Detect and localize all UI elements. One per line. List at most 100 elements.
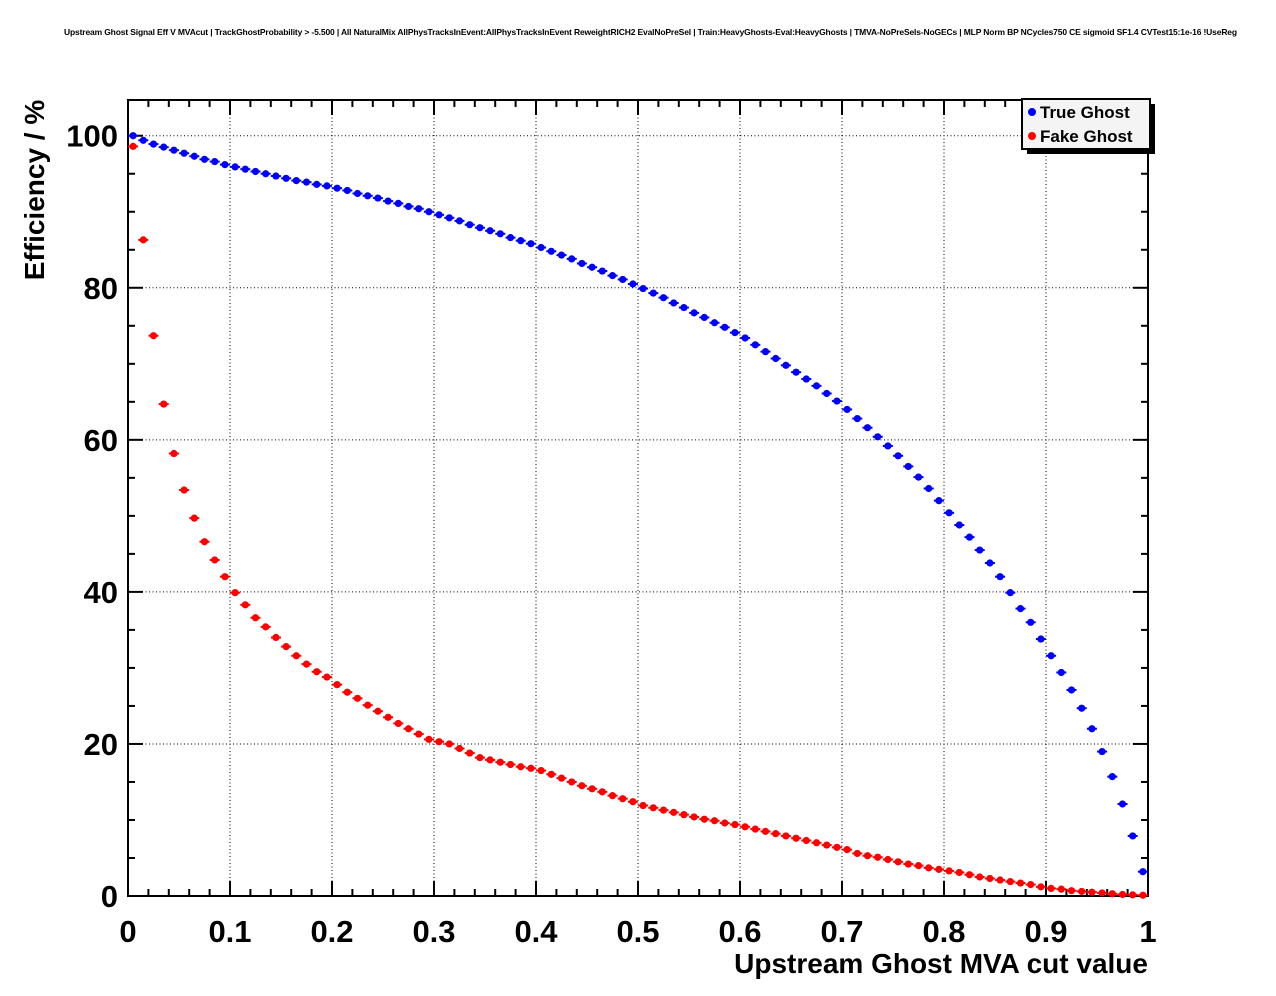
data-point bbox=[1027, 880, 1035, 889]
data-point bbox=[557, 251, 566, 259]
data-point bbox=[690, 309, 698, 317]
data-point bbox=[1047, 884, 1055, 892]
data-point bbox=[170, 146, 178, 154]
data-point bbox=[639, 801, 647, 810]
data-point bbox=[955, 521, 963, 529]
data-point bbox=[455, 744, 464, 753]
data-point bbox=[1067, 686, 1076, 694]
data-point bbox=[588, 263, 596, 271]
data-point bbox=[578, 259, 586, 268]
data-point bbox=[914, 861, 923, 870]
x-axis-title: Upstream Ghost MVA cut value bbox=[734, 948, 1148, 979]
data-point bbox=[1088, 888, 1096, 896]
data-point bbox=[547, 247, 555, 255]
data-point bbox=[211, 556, 219, 564]
data-point bbox=[700, 313, 708, 322]
data-point bbox=[853, 849, 861, 858]
data-point bbox=[812, 382, 821, 390]
x-tick-label: 0.4 bbox=[514, 914, 558, 949]
x-tick-label: 0.6 bbox=[718, 914, 761, 949]
data-point bbox=[506, 760, 515, 769]
data-point bbox=[925, 484, 933, 493]
data-point bbox=[935, 865, 943, 873]
data-point bbox=[823, 389, 831, 398]
data-point bbox=[1088, 725, 1096, 733]
data-point bbox=[608, 792, 617, 800]
data-point bbox=[200, 538, 209, 546]
data-point bbox=[302, 178, 311, 186]
data-point bbox=[894, 858, 902, 866]
x-tick-label: 0.7 bbox=[820, 914, 863, 949]
data-point bbox=[496, 230, 504, 238]
data-point bbox=[710, 817, 719, 825]
y-tick-label: 40 bbox=[84, 575, 118, 610]
data-point bbox=[1139, 868, 1147, 876]
data-point bbox=[782, 361, 790, 369]
data-point bbox=[945, 509, 953, 517]
data-point bbox=[619, 275, 627, 284]
data-point bbox=[547, 770, 555, 778]
data-point bbox=[139, 136, 147, 144]
data-point bbox=[1108, 890, 1116, 898]
data-point bbox=[1118, 890, 1127, 899]
data-point bbox=[823, 841, 831, 849]
data-point bbox=[292, 176, 300, 185]
data-point bbox=[445, 214, 453, 222]
data-point bbox=[731, 820, 739, 829]
data-point bbox=[374, 194, 382, 202]
data-point bbox=[364, 192, 372, 200]
data-point bbox=[884, 442, 892, 450]
data-point bbox=[496, 758, 504, 766]
data-point bbox=[812, 839, 821, 847]
data-point bbox=[180, 149, 188, 157]
data-point bbox=[445, 740, 453, 748]
data-point bbox=[1047, 652, 1055, 660]
y-tick-label: 60 bbox=[84, 423, 118, 458]
data-point bbox=[527, 240, 535, 248]
data-point bbox=[649, 289, 657, 297]
data-point bbox=[506, 234, 515, 242]
data-point bbox=[1037, 883, 1045, 891]
data-point bbox=[1067, 887, 1076, 895]
data-point bbox=[190, 514, 198, 522]
legend-marker bbox=[1028, 132, 1036, 140]
data-point bbox=[282, 174, 290, 182]
data-point bbox=[1006, 877, 1014, 886]
data-point bbox=[486, 227, 494, 235]
x-tick-label: 1 bbox=[1139, 914, 1156, 949]
data-point bbox=[772, 830, 780, 838]
data-point bbox=[272, 172, 280, 180]
data-point bbox=[598, 267, 606, 275]
legend-box bbox=[1021, 98, 1151, 150]
data-point bbox=[374, 707, 382, 715]
data-point bbox=[853, 414, 861, 423]
data-point bbox=[272, 633, 280, 642]
data-point bbox=[149, 332, 158, 340]
data-point bbox=[792, 368, 800, 376]
data-point bbox=[170, 449, 178, 458]
data-point bbox=[598, 788, 606, 796]
data-point bbox=[537, 243, 545, 252]
data-point bbox=[517, 763, 525, 771]
data-point bbox=[659, 806, 668, 814]
data-point bbox=[384, 197, 392, 205]
data-point bbox=[629, 798, 637, 806]
data-point bbox=[904, 860, 912, 868]
x-tick-label: 0.8 bbox=[922, 914, 965, 949]
data-point bbox=[874, 433, 882, 441]
data-point bbox=[425, 208, 433, 216]
x-tick-label: 0.1 bbox=[208, 914, 251, 949]
data-point bbox=[649, 804, 657, 812]
data-point bbox=[874, 853, 882, 861]
data-point bbox=[333, 184, 341, 192]
data-point bbox=[843, 846, 851, 854]
data-point bbox=[537, 766, 545, 775]
data-point bbox=[139, 236, 147, 244]
data-point bbox=[486, 756, 494, 764]
plot-title: Upstream Ghost Signal Eff V MVAcut | Tra… bbox=[64, 27, 1237, 37]
data-point bbox=[333, 681, 341, 689]
data-point bbox=[945, 867, 953, 875]
x-tick-label: 0.2 bbox=[310, 914, 353, 949]
y-tick-label: 80 bbox=[84, 271, 118, 306]
data-point bbox=[568, 778, 576, 786]
